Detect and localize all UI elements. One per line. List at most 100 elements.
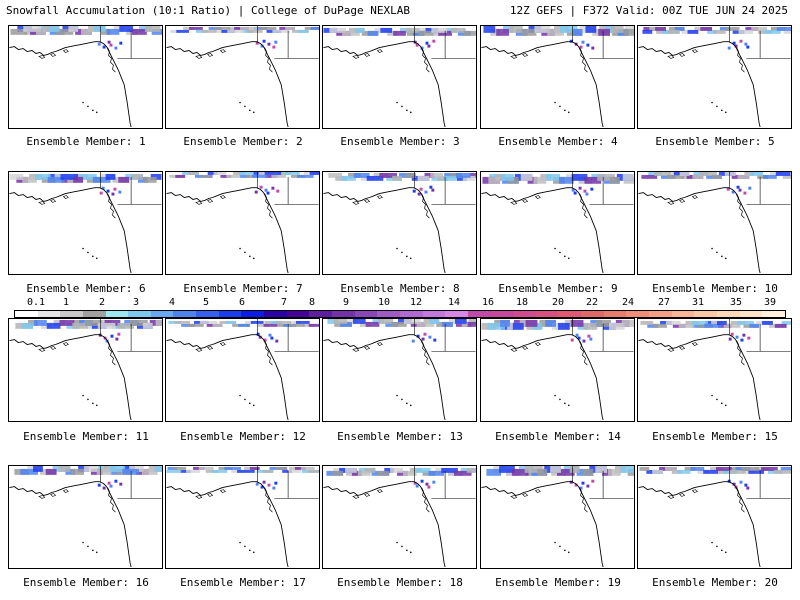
bc-coast-islands <box>421 340 430 366</box>
legend-swatch <box>603 311 627 317</box>
hawaii-island <box>567 404 570 407</box>
map-svg <box>638 172 791 274</box>
hawaii-island <box>396 541 398 544</box>
legend-swatch <box>581 311 604 317</box>
hawaii-island <box>239 247 241 250</box>
aleutian-islands <box>352 195 383 205</box>
ensemble-member-label: Ensemble Member: 20 <box>652 576 778 589</box>
hawaii-island <box>724 404 727 407</box>
legend-label: 20 <box>551 297 565 308</box>
snowfall-shading <box>642 26 791 50</box>
coastline <box>638 41 761 128</box>
snowfall-shading <box>323 27 476 50</box>
bc-coast-islands <box>107 47 116 73</box>
snowfall-shading <box>166 466 319 490</box>
aleutian-islands <box>510 342 541 352</box>
legend-label: 0.1 <box>26 297 46 308</box>
legend-swatch <box>60 311 83 317</box>
legend-swatch <box>467 311 491 317</box>
ensemble-member-label: Ensemble Member: 16 <box>23 576 149 589</box>
hawaii-island <box>716 251 718 254</box>
ensemble-map-panel <box>8 25 163 129</box>
hawaii-island <box>396 247 398 250</box>
hawaii-island <box>721 402 723 405</box>
coastline <box>166 187 289 274</box>
legend-swatch <box>648 311 672 317</box>
hawaii-island <box>252 257 255 260</box>
hawaii-island <box>252 404 255 407</box>
map-svg <box>481 26 634 128</box>
ensemble-member-label: Ensemble Member: 18 <box>337 576 463 589</box>
coastline <box>481 481 604 568</box>
aleutian-islands <box>352 489 383 499</box>
aleutian-islands <box>38 489 69 499</box>
coastline <box>481 41 604 128</box>
ensemble-member-label: Ensemble Member: 3 <box>340 135 460 148</box>
hawaii-island <box>716 398 718 401</box>
hawaii-island <box>721 549 723 552</box>
hawaii-island <box>564 402 566 405</box>
hawaii-island <box>406 255 408 258</box>
legend-swatch <box>513 311 536 317</box>
aleutian-islands <box>510 489 541 499</box>
hawaii-island <box>721 109 723 112</box>
hawaii-island <box>87 105 89 108</box>
map-svg <box>9 319 162 421</box>
legend-label: 12 <box>409 297 423 308</box>
ensemble-member-label: Ensemble Member: 11 <box>23 430 149 443</box>
hawaii-island <box>239 101 241 104</box>
map-svg <box>481 319 634 421</box>
bc-coast-islands <box>736 193 745 219</box>
hawaii-island <box>406 109 408 112</box>
political-borders <box>414 466 476 499</box>
hawaii-island <box>239 394 241 397</box>
bc-coast-islands <box>264 47 273 73</box>
political-borders <box>729 319 791 352</box>
ensemble-member-label: Ensemble Member: 1 <box>26 135 146 148</box>
hawaii-island <box>252 551 255 554</box>
political-borders <box>572 319 634 352</box>
hawaii-island <box>711 541 713 544</box>
coastline <box>166 481 289 568</box>
hawaii-island <box>724 111 727 114</box>
map-svg <box>166 319 319 421</box>
legend-swatch <box>399 311 423 317</box>
legend-swatch <box>218 311 242 317</box>
map-svg <box>481 466 634 568</box>
map-svg <box>166 26 319 128</box>
hawaii-island <box>82 541 84 544</box>
political-borders <box>257 466 319 499</box>
aleutian-islands <box>195 49 226 59</box>
snowfall-shading <box>639 466 791 490</box>
snowfall-shading <box>640 320 791 342</box>
bc-coast-islands <box>736 487 745 513</box>
hawaii-island <box>554 394 556 397</box>
ensemble-map-panel <box>8 318 163 422</box>
political-borders <box>257 319 319 352</box>
hawaii-island <box>95 551 98 554</box>
ensemble-map-panel <box>8 465 163 569</box>
legend-labels: 0.1 1 2 3 4 5 6 7 8 9 10 12 14 16 18 20 22 24 27 31 35 39 <box>14 297 786 309</box>
legend-swatch <box>82 311 106 317</box>
hawaii-island <box>711 394 713 397</box>
legend-color-bar <box>14 310 786 318</box>
hawaii-island <box>559 251 561 254</box>
hawaii-island <box>409 551 412 554</box>
hawaii-island <box>244 398 246 401</box>
ensemble-member-label: Ensemble Member: 9 <box>498 282 618 295</box>
political-borders <box>572 26 634 59</box>
legend-swatch <box>331 311 355 317</box>
bc-coast-islands <box>264 193 273 219</box>
legend-swatch <box>535 311 559 317</box>
coastline <box>9 481 132 568</box>
hawaii-island <box>92 402 94 405</box>
map-svg <box>323 319 476 421</box>
legend-label: 39 <box>763 297 777 308</box>
political-borders <box>100 466 162 499</box>
legend-label: 14 <box>447 297 461 308</box>
hawaii-island <box>396 101 398 104</box>
hawaii-island <box>87 398 89 401</box>
hawaii-island <box>564 109 566 112</box>
map-svg <box>638 26 791 128</box>
hawaii-island <box>559 105 561 108</box>
